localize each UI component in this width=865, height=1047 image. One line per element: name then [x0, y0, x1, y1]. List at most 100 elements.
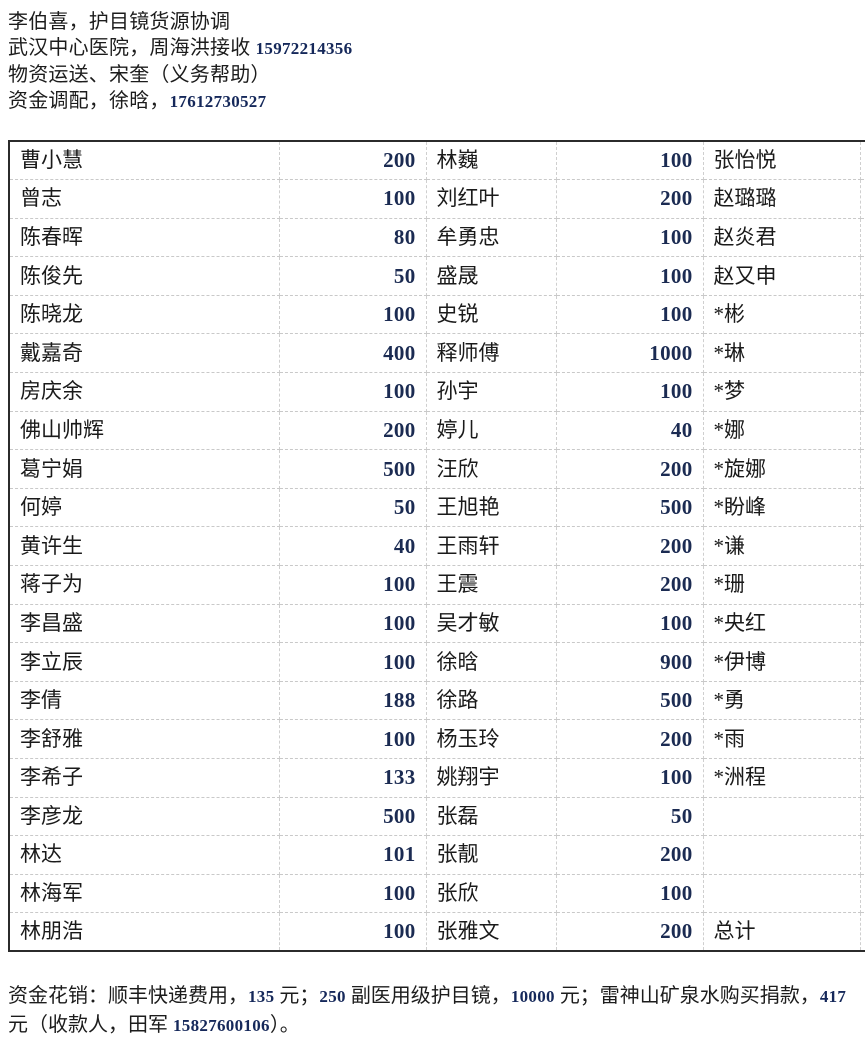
hospital-receiver-text: 武汉中心医院，周海洪接收 [8, 37, 251, 59]
donation-amount: 100 [556, 604, 704, 644]
donation-amount: 200 [860, 604, 865, 644]
donor-name: 赵璐璐 [703, 179, 861, 219]
donation-amount: 200 [556, 912, 704, 952]
total-label: 总计 [703, 912, 861, 952]
donor-name: 徐路 [426, 681, 557, 721]
donor-name: 李立辰 [9, 642, 280, 682]
expense-count-goggles: 250 [319, 987, 346, 1006]
cell-empty [703, 874, 861, 914]
expense-seg-1: 资金花销：顺丰快递费用， [8, 985, 248, 1007]
donor-name: 林朋浩 [9, 912, 280, 952]
donation-amount: 200 [556, 565, 704, 605]
donation-amount: 200 [860, 141, 865, 181]
expense-seg-3: 副医用级护目镜， [345, 985, 511, 1007]
donation-amount: 200 [279, 141, 427, 181]
donation-amount: 80 [860, 333, 865, 374]
donor-name: *娜 [703, 411, 861, 451]
donation-amount: 200 [556, 835, 704, 875]
donor-name: 林巍 [426, 141, 557, 181]
donor-name: 房庆余 [9, 372, 280, 412]
donation-amount: 100 [556, 256, 704, 296]
header-line-fund-manager: 资金调配，徐晗，17612730527 [8, 88, 865, 115]
donor-name: *彬 [703, 295, 861, 335]
table-row: 林达 101 张靓 200 [9, 835, 865, 875]
donation-amount: 100 [279, 295, 427, 335]
donation-amount: 50 [279, 256, 427, 296]
donor-name: 徐晗 [426, 642, 557, 682]
donor-name: 王震 [426, 565, 557, 605]
donor-name: 李彦龙 [9, 797, 280, 837]
donation-amount: 100 [279, 179, 427, 219]
donation-amount: 100 [279, 874, 427, 914]
table-row: 李彦龙 500 张磊 50 [9, 797, 865, 837]
table-row: 陈春晖80牟勇忠100赵炎君100 [9, 218, 865, 258]
fund-manager-phone: 17612730527 [169, 92, 267, 111]
donation-amount: 100 [556, 874, 704, 914]
donor-name: 牟勇忠 [426, 218, 557, 258]
donor-name: 何婷 [9, 488, 280, 528]
expense-seg-2: 元； [274, 985, 320, 1007]
donation-amount: 200 [860, 372, 865, 412]
donation-amount: 100 [860, 488, 865, 528]
donation-amount: 100 [556, 218, 704, 258]
expense-seg-4: 元；雷神山矿泉水购买捐 [554, 985, 780, 1007]
donation-amount: 500 [556, 681, 704, 721]
fund-manager-text: 资金调配，徐晗， [8, 90, 170, 112]
donation-amount: 100 [556, 372, 704, 412]
donation-amount: 100 [860, 295, 865, 335]
donation-amount: 1000 [556, 333, 704, 374]
table-row: 曹小慧200林巍100张怡悦200 [9, 141, 865, 181]
donor-name: 刘红叶 [426, 179, 557, 219]
donor-name: 李倩 [9, 681, 280, 721]
donor-name: 李希子 [9, 758, 280, 798]
expense-amount-goggles: 10000 [510, 987, 555, 1006]
donor-name: 赵炎君 [703, 218, 861, 258]
donation-amount: 10553 [860, 912, 865, 952]
donor-name: 张雅文 [426, 912, 557, 952]
donor-name: 汪欣 [426, 449, 557, 489]
donation-amount: 50 [860, 642, 865, 682]
expense-amount-water: 417 [819, 987, 847, 1006]
cell-empty [703, 797, 861, 837]
expense-seg-7: ）。 [269, 1014, 300, 1036]
donor-name: 孙宇 [426, 372, 557, 412]
donor-name: *雨 [703, 719, 861, 759]
donor-name: 陈晓龙 [9, 295, 280, 335]
donation-amount: 50 [556, 797, 704, 837]
donor-name: 陈俊先 [9, 256, 280, 296]
donor-name: *琳 [703, 333, 861, 374]
donation-amount: 100 [279, 719, 427, 759]
donor-name: 林海军 [9, 874, 280, 914]
cell-empty [860, 797, 865, 837]
donor-name: 王旭艳 [426, 488, 557, 528]
header-line-coordinator: 李伯喜，护目镜货源协调 [8, 9, 865, 35]
donor-name: 张靓 [426, 835, 557, 875]
donation-amount: 400 [279, 333, 427, 374]
donor-name: 杨玉玲 [426, 719, 557, 759]
donor-name: 张磊 [426, 797, 557, 837]
donor-name: 王雨轩 [426, 526, 557, 567]
donation-amount: 100 [279, 642, 427, 682]
donation-amount: 50 [860, 449, 865, 489]
donation-amount: 200 [556, 449, 704, 489]
expense-summary-text: 资金花销：顺丰快递费用，135 元；250 副医用级护目镜，10000 元；雷神… [8, 982, 858, 1040]
donation-amount: 200 [556, 179, 704, 219]
donation-amount: 100 [556, 141, 704, 181]
donor-name: 李昌盛 [9, 604, 280, 644]
header-line-logistics: 物资运送、宋奎（义务帮助） [8, 62, 865, 88]
donor-name: 陈春晖 [9, 218, 280, 258]
donation-amount: 133 [279, 758, 427, 798]
coordinator-text: 李伯喜，护目镜货源协调 [8, 11, 231, 33]
donation-amount: 40 [860, 256, 865, 296]
donation-amount: 200 [556, 719, 704, 759]
donation-amount: 500 [279, 797, 427, 837]
expense-amount-express: 135 [248, 987, 275, 1006]
donor-name: 曹小慧 [9, 141, 280, 181]
expense-payee-phone: 15827600106 [173, 1016, 270, 1035]
donor-name: *洲程 [703, 758, 861, 798]
